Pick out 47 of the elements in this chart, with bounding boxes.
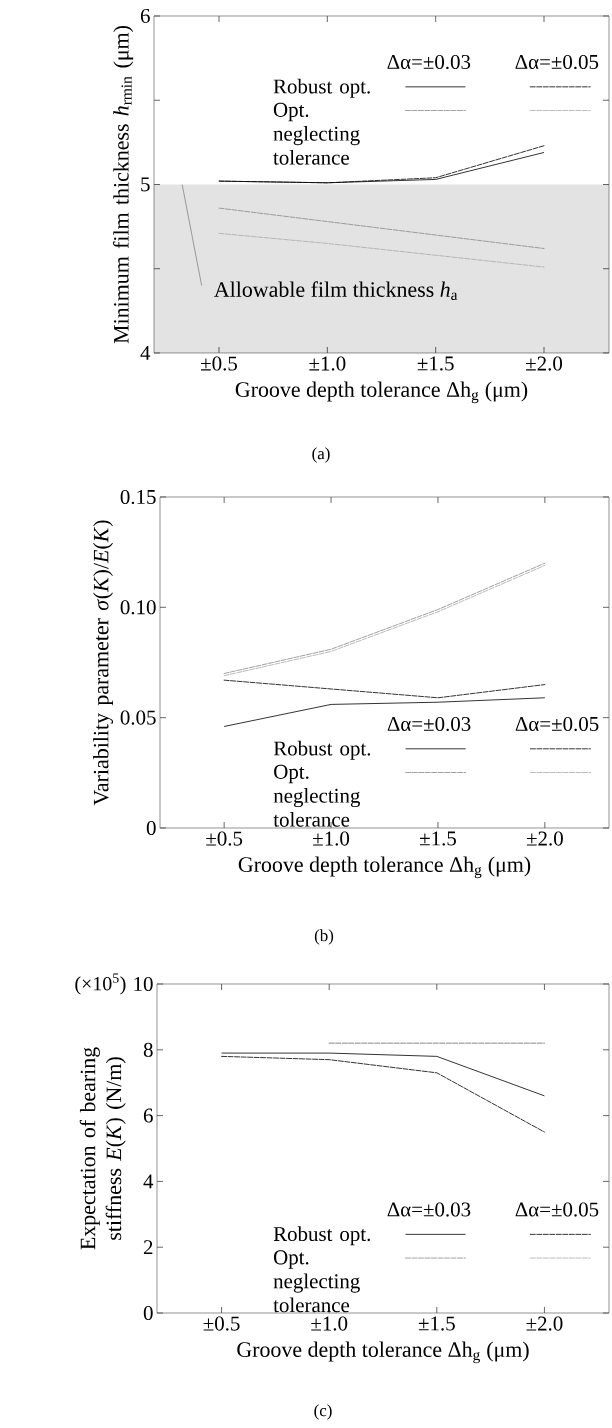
text: (c) bbox=[314, 1404, 332, 1420]
legend-label: Robust opt. bbox=[273, 740, 371, 760]
y-tick-label: 6 bbox=[143, 1108, 153, 1123]
annotation: Δα=±0.05 bbox=[515, 54, 599, 70]
y-axis-title: Minimum film thickness h$_{rmin}$ (μm) bbox=[113, 26, 134, 344]
band-label: Allowable film thickness h$_{a}$ bbox=[214, 281, 458, 300]
annotation: Δα=±0.03 bbox=[387, 716, 471, 732]
annotation: Δα=±0.05 bbox=[515, 716, 599, 732]
x-tick-label: ±2.0 bbox=[526, 831, 563, 846]
y-tick-label: 0.10 bbox=[120, 600, 156, 615]
x-tick-label: ±2.0 bbox=[526, 356, 563, 371]
y-tick-label: 10 bbox=[134, 976, 153, 992]
legend-label: Opt. neglecting tolerance bbox=[273, 764, 360, 827]
y-tick-label: 0 bbox=[146, 820, 156, 836]
x-tick-label: ±1.0 bbox=[309, 356, 346, 371]
x-tick-label: ±1.5 bbox=[418, 1316, 455, 1331]
x-tick-label: ±0.5 bbox=[201, 356, 237, 371]
text: (b) bbox=[314, 929, 334, 945]
legend-label: Robust opt. bbox=[273, 1226, 370, 1246]
text: (a) bbox=[312, 447, 330, 463]
legend-label: Opt. neglecting tolerance bbox=[273, 102, 360, 165]
y-tick-label: 6 bbox=[140, 8, 150, 24]
text: (×10$^{5}$) bbox=[75, 973, 126, 995]
y-tick-label: 0 bbox=[143, 1305, 153, 1321]
text: Variability parameter σ(K)/E(K) bbox=[93, 520, 114, 806]
x-axis-title: Groove depth tolerance Δh$_{g}$ (μm) bbox=[237, 1341, 529, 1364]
y-tick-label: 4 bbox=[140, 346, 151, 360]
y-tick-label: 5 bbox=[141, 177, 150, 192]
annotation: Δα=±0.03 bbox=[387, 54, 471, 70]
annotation: Δα=±0.03 bbox=[387, 1202, 471, 1217]
x-tick-label: ±1.0 bbox=[311, 1316, 348, 1331]
legend-label: Opt. neglecting tolerance bbox=[273, 1250, 360, 1313]
x-tick-label: ±0.5 bbox=[203, 1316, 240, 1331]
y-tick-label: 4 bbox=[143, 1174, 154, 1189]
x-tick-label: ±0.5 bbox=[206, 831, 243, 846]
x-tick-label: ±2.0 bbox=[526, 1316, 563, 1331]
x-tick-label: ±1.0 bbox=[313, 831, 350, 846]
y-tick-label: 2 bbox=[143, 1240, 153, 1255]
annotation: Δα=±0.05 bbox=[515, 1202, 599, 1217]
x-tick-label: ±1.5 bbox=[417, 356, 454, 371]
x-tick-label: ±1.5 bbox=[420, 831, 456, 846]
y-tick-label: 0.05 bbox=[120, 710, 156, 725]
legend-label: Robust opt. bbox=[273, 78, 370, 98]
x-axis-title: Groove depth tolerance Δh$_{g}$ (μm) bbox=[235, 381, 528, 404]
y-tick-label: 8 bbox=[143, 1042, 153, 1057]
y-tick-label: 0.15 bbox=[120, 489, 156, 505]
x-axis-title: Groove depth tolerance Δh$_{g}$ (μm) bbox=[238, 856, 531, 879]
